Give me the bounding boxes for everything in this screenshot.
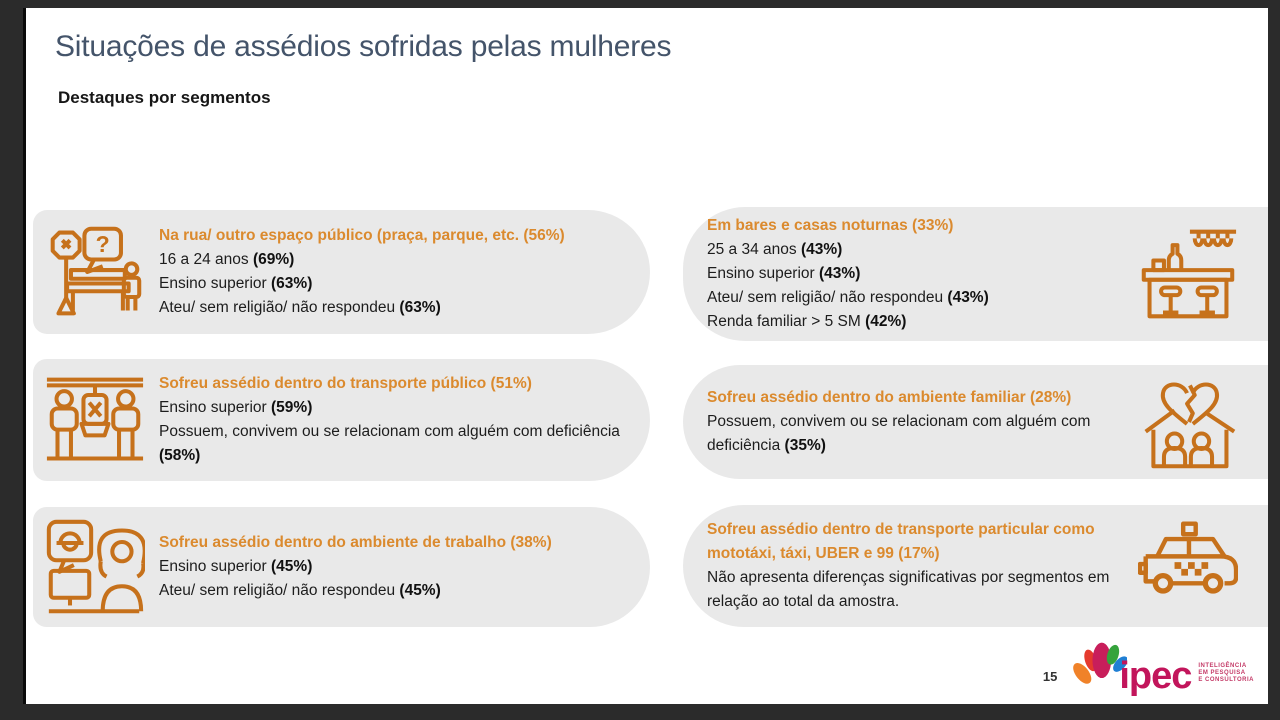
segment-line: Renda familiar > 5 SM (42%)	[707, 313, 907, 330]
page-title: Situações de assédios sofridas pelas mul…	[55, 30, 672, 63]
street-bench-sign-icon: ?	[43, 220, 147, 324]
segment-line: Ensino superior (43%)	[707, 265, 861, 282]
segment-line: Não apresenta diferenças significativas …	[707, 569, 1110, 610]
segment-card-workplace: Sofreu assédio dentro do ambiente de tra…	[33, 507, 650, 627]
segment-line: Ensino superior (45%)	[159, 558, 313, 575]
broken-heart-house-icon	[1136, 370, 1240, 474]
page-number: 15	[1042, 669, 1058, 684]
card-title: Sofreu assédio dentro do transporte públ…	[159, 375, 532, 392]
segment-line: Possuem, convivem ou se relacionam com a…	[159, 423, 620, 464]
taxi-icon	[1136, 514, 1240, 618]
segment-line: Possuem, convivem ou se relacionam com a…	[707, 413, 1091, 454]
segment-card-private-transport: Sofreu assédio dentro de transporte part…	[683, 505, 1268, 627]
segment-line: 25 a 34 anos (43%)	[707, 241, 843, 258]
card-text: Sofreu assédio dentro de transporte part…	[707, 518, 1128, 614]
card-text: Na rua/ outro espaço público (praça, par…	[159, 224, 622, 320]
segment-line: 16 a 24 anos (69%)	[159, 251, 295, 268]
segment-card-bars-nightclubs: Em bares e casas noturnas (33%) 25 a 34 …	[683, 207, 1268, 341]
segment-card-street-public-space: ? Na rua/ outro espaço público (praça, p…	[33, 210, 650, 334]
segment-line: Ateu/ sem religião/ não respondeu (63%)	[159, 299, 441, 316]
ipec-wordmark: ipec	[1119, 655, 1192, 698]
segment-card-family: Sofreu assédio dentro do ambiente famili…	[683, 365, 1268, 479]
ipec-tagline: INTELIGÊNCIA EM PESQUISA E CONSULTORIA	[1198, 663, 1254, 683]
segment-line: Ensino superior (63%)	[159, 275, 313, 292]
segment-line: Ateu/ sem religião/ não respondeu (45%)	[159, 582, 441, 599]
ipec-logo-mark-icon	[1073, 642, 1128, 684]
card-title: Sofreu assédio dentro do ambiente famili…	[707, 389, 1072, 406]
workplace-videocall-icon	[43, 515, 147, 619]
slide: Situações de assédios sofridas pelas mul…	[23, 8, 1268, 704]
public-transport-seats-icon	[43, 368, 147, 472]
segment-card-public-transport: Sofreu assédio dentro do transporte públ…	[33, 359, 650, 481]
page-subtitle: Destaques por segmentos	[58, 88, 271, 107]
card-title: Sofreu assédio dentro de transporte part…	[707, 521, 1095, 562]
card-title: Sofreu assédio dentro do ambiente de tra…	[159, 534, 552, 551]
card-text: Sofreu assédio dentro do transporte públ…	[159, 372, 622, 468]
bar-counter-icon	[1136, 222, 1240, 326]
card-text: Sofreu assédio dentro do ambiente de tra…	[159, 531, 622, 603]
card-title: Em bares e casas noturnas (33%)	[707, 217, 954, 234]
svg-text:?: ?	[96, 231, 110, 257]
segment-line: Ateu/ sem religião/ não respondeu (43%)	[707, 289, 989, 306]
slide-footer: 15 ipec INTELIGÊNCIA EM PESQUISA E CONSU…	[1042, 638, 1260, 698]
card-title: Na rua/ outro espaço público (praça, par…	[159, 227, 565, 244]
segment-line: Ensino superior (59%)	[159, 399, 313, 416]
card-text: Em bares e casas noturnas (33%) 25 a 34 …	[707, 214, 1128, 334]
card-text: Sofreu assédio dentro do ambiente famili…	[707, 386, 1128, 458]
